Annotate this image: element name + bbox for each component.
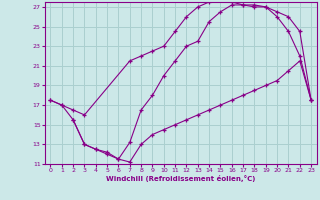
- X-axis label: Windchill (Refroidissement éolien,°C): Windchill (Refroidissement éolien,°C): [106, 175, 255, 182]
